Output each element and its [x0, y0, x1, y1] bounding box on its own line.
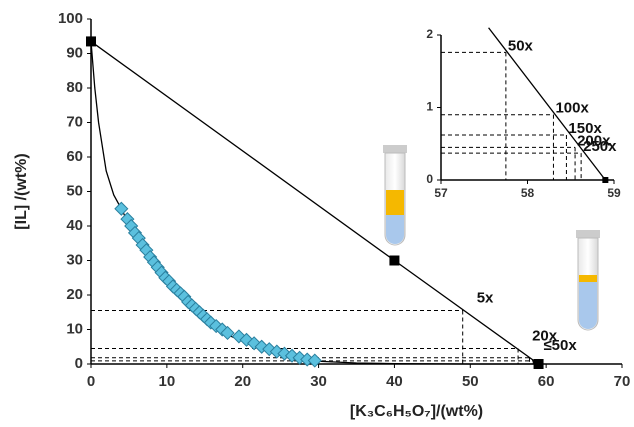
annotation: 150x [568, 120, 602, 137]
annotation: ≤50x [543, 337, 577, 354]
y-tick-label: 0 [75, 355, 83, 372]
annotation: 250x [583, 138, 617, 155]
y-tick-label: 1 [426, 100, 433, 114]
y-tick-label: 40 [66, 217, 83, 234]
x-axis-title: [K₃C₆H₅O₇]/(wt%) [350, 403, 483, 420]
y-tick-label: 20 [66, 286, 83, 303]
annotation: 50x [508, 37, 534, 54]
y-tick-label: 80 [66, 79, 83, 96]
data-point [389, 255, 400, 266]
annotation: 5x [477, 289, 494, 306]
y-tick-label: 10 [66, 320, 83, 337]
y-tick-label: 50 [66, 182, 83, 199]
data-point [307, 353, 322, 368]
x-tick-label: 50 [462, 373, 479, 390]
x-tick-label: 30 [310, 373, 327, 390]
annotation: 200x [577, 132, 611, 149]
data-point [533, 359, 544, 369]
y-axis-title: [IL] /(wt%) [13, 153, 30, 229]
x-tick-label: 70 [614, 373, 631, 390]
y-tick-label: 90 [66, 44, 83, 61]
y-tick-label: 100 [58, 10, 83, 27]
y-tick-label: 60 [66, 148, 83, 165]
x-tick-label: 0 [87, 373, 95, 390]
x-tick-label: 57 [434, 186, 448, 200]
series-line [488, 27, 606, 181]
x-tick-label: 60 [538, 373, 555, 390]
annotation: 20x [532, 327, 558, 344]
y-tick-label: 0 [426, 172, 433, 186]
test-tube [383, 145, 407, 246]
data-point [602, 177, 609, 183]
y-tick-label: 30 [66, 251, 83, 268]
x-tick-label: 10 [159, 373, 176, 390]
x-tick-label: 58 [521, 186, 535, 200]
data-point [86, 36, 96, 47]
x-tick-label: 59 [607, 186, 621, 200]
annotation: 100x [555, 100, 589, 117]
x-tick-label: 20 [234, 373, 251, 390]
y-tick-label: 2 [426, 27, 433, 41]
series-line [90, 40, 539, 365]
y-tick-label: 70 [66, 113, 83, 130]
data-point [114, 201, 129, 216]
test-tube [576, 230, 600, 331]
data-point [220, 325, 235, 341]
x-tick-label: 40 [386, 373, 403, 390]
